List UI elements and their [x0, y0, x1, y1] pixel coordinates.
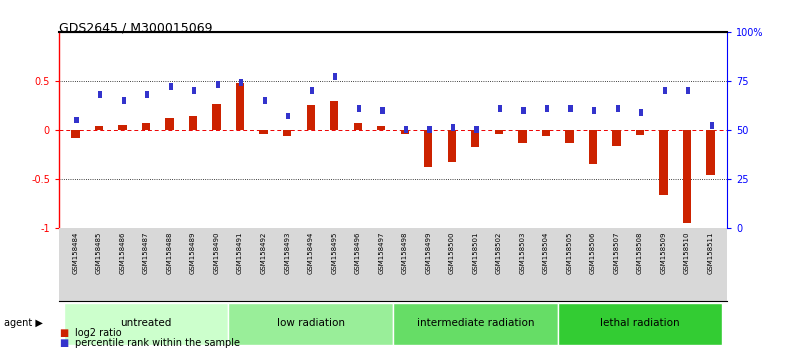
FancyBboxPatch shape	[558, 303, 722, 345]
Text: GSM158490: GSM158490	[214, 231, 219, 274]
Bar	[354, 123, 362, 130]
Bar	[707, 130, 714, 175]
Text: GSM158505: GSM158505	[567, 231, 572, 274]
Bar	[310, 87, 314, 94]
FancyBboxPatch shape	[64, 303, 228, 345]
Bar	[75, 116, 79, 124]
Text: GSM158484: GSM158484	[72, 231, 79, 274]
Text: GSM158507: GSM158507	[614, 231, 619, 274]
Bar	[659, 130, 667, 195]
Text: GSM158497: GSM158497	[378, 231, 384, 274]
Bar	[401, 130, 409, 134]
Text: percentile rank within the sample: percentile rank within the sample	[75, 338, 240, 348]
Text: GSM158496: GSM158496	[354, 231, 361, 274]
Text: log2 ratio: log2 ratio	[75, 328, 121, 338]
Text: GSM158495: GSM158495	[331, 231, 337, 274]
Bar	[592, 107, 597, 114]
Bar	[377, 126, 385, 130]
Text: GSM158489: GSM158489	[190, 231, 196, 274]
Bar	[545, 105, 549, 112]
Text: GSM158491: GSM158491	[237, 231, 243, 274]
Bar	[263, 97, 267, 104]
Bar	[72, 130, 79, 138]
Text: GSM158508: GSM158508	[637, 231, 643, 274]
Text: GSM158504: GSM158504	[543, 231, 549, 274]
Bar	[615, 105, 620, 112]
Text: GSM158500: GSM158500	[449, 231, 455, 274]
Text: GSM158494: GSM158494	[307, 231, 314, 274]
Text: ■: ■	[59, 338, 68, 348]
Bar	[330, 101, 338, 130]
Bar	[307, 105, 314, 130]
Bar	[683, 130, 691, 223]
Text: GSM158509: GSM158509	[660, 231, 667, 274]
Text: GSM158499: GSM158499	[425, 231, 432, 274]
Bar	[448, 130, 456, 162]
Bar	[239, 79, 244, 86]
Bar	[494, 130, 503, 134]
Bar	[380, 107, 384, 114]
Text: GSM158492: GSM158492	[261, 231, 266, 274]
Bar	[357, 105, 361, 112]
Text: GSM158510: GSM158510	[684, 231, 690, 274]
Text: GSM158503: GSM158503	[520, 231, 525, 274]
Bar	[98, 91, 102, 98]
Bar	[428, 126, 432, 133]
FancyBboxPatch shape	[228, 303, 393, 345]
Text: GSM158487: GSM158487	[143, 231, 149, 274]
Text: GSM158486: GSM158486	[119, 231, 126, 274]
Bar	[215, 81, 220, 88]
Text: GSM158493: GSM158493	[285, 231, 290, 274]
Bar	[589, 130, 597, 164]
Bar	[451, 124, 455, 131]
Bar	[259, 130, 268, 134]
Bar	[333, 74, 337, 80]
Bar	[710, 122, 714, 129]
Text: GSM158506: GSM158506	[590, 231, 596, 274]
FancyBboxPatch shape	[393, 303, 558, 345]
Bar	[212, 104, 221, 130]
Bar	[145, 91, 149, 98]
Text: GSM158488: GSM158488	[167, 231, 172, 274]
Bar	[95, 126, 103, 130]
Text: ■: ■	[59, 328, 68, 338]
Bar	[542, 130, 550, 136]
Text: untreated: untreated	[120, 318, 171, 328]
Bar	[168, 83, 173, 90]
Bar	[663, 87, 667, 94]
Bar	[518, 130, 527, 143]
Bar	[612, 130, 621, 147]
Bar	[165, 118, 174, 130]
Bar	[498, 105, 502, 112]
Bar	[283, 130, 292, 136]
Bar	[236, 83, 244, 130]
Bar	[119, 125, 127, 130]
Text: GSM158485: GSM158485	[96, 231, 102, 274]
Bar	[122, 97, 126, 104]
Text: GSM158511: GSM158511	[707, 231, 714, 274]
Text: GSM158498: GSM158498	[402, 231, 408, 274]
Bar	[636, 130, 644, 135]
Text: intermediate radiation: intermediate radiation	[417, 318, 534, 328]
Text: GSM158502: GSM158502	[496, 231, 501, 274]
Bar	[192, 87, 196, 94]
Bar	[424, 130, 432, 167]
Bar	[189, 116, 197, 130]
Bar	[286, 113, 291, 119]
Bar	[404, 126, 408, 133]
Bar	[639, 109, 643, 115]
Text: lethal radiation: lethal radiation	[601, 318, 680, 328]
Text: agent ▶: agent ▶	[4, 318, 42, 328]
Bar	[521, 107, 526, 114]
Bar	[686, 87, 690, 94]
Bar	[472, 130, 479, 147]
Bar	[475, 126, 479, 133]
Bar	[565, 130, 574, 143]
Text: GDS2645 / M300015069: GDS2645 / M300015069	[59, 21, 212, 34]
Text: low radiation: low radiation	[277, 318, 345, 328]
Bar	[568, 105, 573, 112]
Bar	[142, 123, 150, 130]
Text: GSM158501: GSM158501	[472, 231, 479, 274]
